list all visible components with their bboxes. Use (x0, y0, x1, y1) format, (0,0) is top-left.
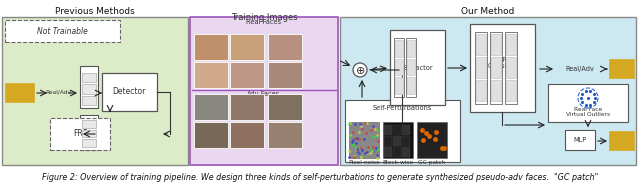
Bar (610, 60, 634, 78)
Bar (476, 80, 486, 101)
Bar (50, 118, 110, 150)
Bar (506, 34, 516, 55)
Bar (491, 57, 501, 78)
Bar (476, 57, 486, 78)
Bar (2, 17, 188, 165)
Bar (491, 34, 501, 55)
Bar (230, 62, 264, 88)
Bar (102, 73, 157, 111)
Text: Our Method: Our Method (461, 6, 515, 16)
Bar (402, 125, 410, 135)
Text: $L_{cls}$: $L_{cls}$ (614, 62, 630, 76)
Bar (490, 32, 502, 104)
Text: Real/Adv: Real/Adv (45, 89, 71, 94)
Bar (393, 147, 401, 157)
Bar (406, 38, 416, 97)
Bar (5, 20, 120, 42)
Bar (407, 40, 415, 57)
Text: MP
Classifier: MP Classifier (487, 56, 518, 70)
Bar (491, 80, 501, 101)
Bar (82, 84, 96, 93)
Bar (395, 40, 403, 57)
Bar (268, 94, 302, 120)
Bar (565, 130, 595, 150)
Text: Not Trainable: Not Trainable (36, 26, 88, 36)
Text: Real Face
Virtual Outliers: Real Face Virtual Outliers (566, 107, 610, 117)
Bar (407, 59, 415, 75)
Bar (475, 32, 487, 104)
Text: FRS: FRS (73, 130, 87, 139)
Bar (394, 38, 404, 97)
Bar (390, 30, 445, 105)
Text: Pixel-noise: Pixel-noise (348, 160, 380, 165)
Bar (82, 120, 96, 127)
Text: Detector: Detector (112, 88, 146, 97)
Bar (230, 94, 264, 120)
Bar (190, 17, 338, 165)
Bar (268, 34, 302, 60)
Bar (476, 34, 486, 55)
Bar (268, 122, 302, 148)
Bar (384, 125, 392, 135)
Bar (345, 100, 460, 162)
Text: Previous Methods: Previous Methods (55, 6, 135, 16)
Text: Self-Perturbations: Self-Perturbations (373, 105, 432, 111)
Bar (470, 24, 535, 112)
Text: Block-wise: Block-wise (382, 160, 413, 165)
Bar (393, 136, 401, 146)
Bar (82, 73, 96, 82)
Text: Training Images: Training Images (230, 13, 298, 22)
Bar (80, 115, 98, 150)
Bar (194, 122, 228, 148)
Text: $\oplus$: $\oplus$ (355, 64, 365, 75)
Text: Real/Adv: Real/Adv (566, 66, 595, 72)
Bar (384, 136, 392, 146)
Bar (384, 147, 392, 157)
Text: GC patch: GC patch (419, 160, 445, 165)
Text: Real Faces: Real Faces (246, 19, 282, 25)
Bar (402, 136, 410, 146)
Bar (395, 59, 403, 75)
Bar (407, 77, 415, 94)
Bar (6, 84, 34, 102)
Bar (349, 122, 379, 158)
Bar (194, 62, 228, 88)
Bar (194, 34, 228, 60)
Bar (230, 34, 264, 60)
Bar (506, 80, 516, 101)
Bar (548, 84, 628, 122)
Text: $L_{cls}$: $L_{cls}$ (12, 86, 28, 100)
Bar (505, 32, 517, 104)
Bar (402, 147, 410, 157)
Bar (340, 17, 636, 165)
Bar (506, 57, 516, 78)
Bar (268, 34, 302, 60)
Text: MLP: MLP (573, 137, 587, 143)
Bar (417, 122, 447, 158)
Text: Extractor: Extractor (402, 64, 433, 70)
Text: $L_{uncertainty}$: $L_{uncertainty}$ (609, 136, 635, 146)
Bar (268, 62, 302, 88)
Bar (230, 122, 264, 148)
Bar (268, 94, 302, 120)
Bar (82, 96, 96, 105)
Bar (383, 122, 413, 158)
Text: Adv-Faces: Adv-Faces (248, 91, 280, 97)
Circle shape (578, 88, 598, 108)
Text: Figure 2: Overview of training pipeline. We design three kinds of self-perturbat: Figure 2: Overview of training pipeline.… (42, 173, 598, 181)
Bar (82, 130, 96, 137)
Bar (82, 139, 96, 147)
Bar (393, 125, 401, 135)
Bar (610, 132, 634, 150)
Circle shape (353, 63, 367, 77)
Bar (194, 94, 228, 120)
Bar (80, 66, 98, 108)
Bar (395, 77, 403, 94)
